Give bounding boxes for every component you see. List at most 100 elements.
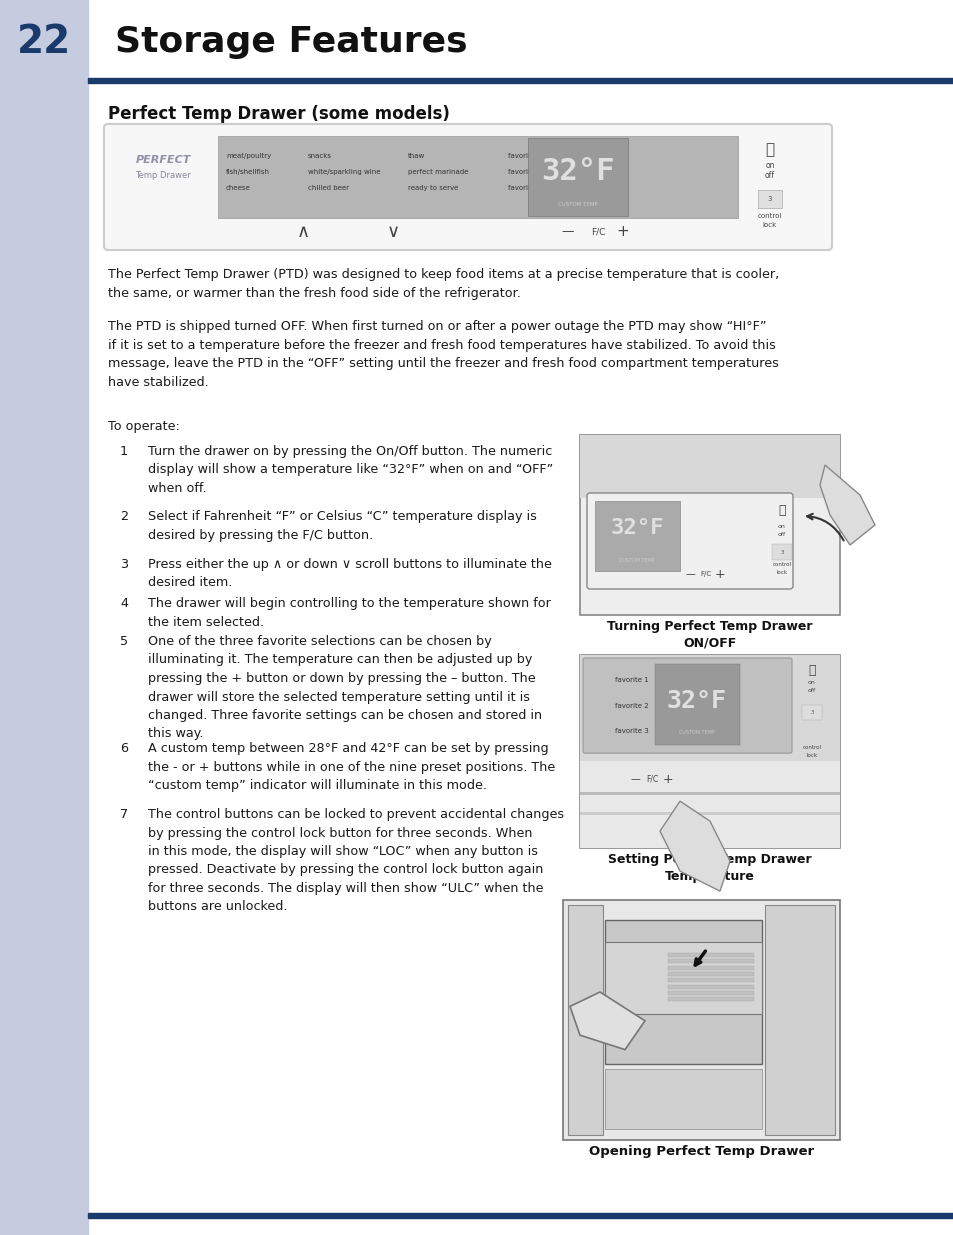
Text: +: + — [662, 773, 673, 785]
Text: 32°F: 32°F — [540, 158, 614, 186]
Text: A custom temp between 28°F and 42°F can be set by pressing
the - or + buttons wh: A custom temp between 28°F and 42°F can … — [148, 742, 555, 792]
Text: Opening Perfect Temp Drawer: Opening Perfect Temp Drawer — [588, 1145, 813, 1158]
FancyBboxPatch shape — [104, 124, 831, 249]
Bar — [88, 1213, 953, 1218]
FancyBboxPatch shape — [582, 658, 791, 753]
Bar — [579, 435, 840, 498]
Text: 1: 1 — [120, 445, 128, 458]
Text: ∧: ∧ — [296, 224, 309, 241]
Text: —: — — [630, 774, 639, 784]
Bar — [0, 0, 88, 1235]
Text: CUSTOM TEMP: CUSTOM TEMP — [558, 201, 598, 206]
Text: 6: 6 — [120, 742, 128, 755]
Bar — [667, 990, 754, 995]
Text: +: + — [616, 225, 629, 240]
Bar — [667, 953, 754, 957]
Text: favorite 3: favorite 3 — [615, 729, 648, 734]
Text: F/C: F/C — [590, 227, 604, 236]
Text: favorite 2: favorite 2 — [507, 169, 541, 175]
Bar — [218, 136, 738, 219]
Text: on: on — [807, 680, 815, 685]
Text: meat/poultry: meat/poultry — [226, 153, 271, 159]
Text: 5: 5 — [120, 635, 128, 648]
Text: ⓘ: ⓘ — [807, 663, 815, 677]
Text: control: control — [772, 562, 791, 567]
Text: Turning Perfect Temp Drawer
ON/OFF: Turning Perfect Temp Drawer ON/OFF — [607, 620, 812, 650]
Text: off: off — [777, 531, 785, 536]
Text: fish/shellfish: fish/shellfish — [226, 169, 270, 175]
Text: on: on — [778, 524, 785, 529]
Bar — [562, 900, 840, 1140]
Bar — [88, 78, 953, 83]
Text: on: on — [764, 162, 774, 170]
Text: off: off — [764, 172, 774, 180]
Text: lock: lock — [776, 569, 787, 574]
FancyBboxPatch shape — [586, 493, 792, 589]
Text: The drawer will begin controlling to the temperature shown for
the item selected: The drawer will begin controlling to the… — [148, 597, 550, 629]
Bar — [579, 435, 840, 615]
Text: 32°F: 32°F — [610, 517, 663, 537]
Text: Select if Fahrenheit “F” or Celsius “C” temperature display is
desired by pressi: Select if Fahrenheit “F” or Celsius “C” … — [148, 510, 537, 541]
Text: favorite 1: favorite 1 — [507, 153, 541, 159]
Text: control: control — [801, 745, 821, 750]
Text: F/C: F/C — [645, 774, 658, 784]
Text: CUSTOM TEMP: CUSTOM TEMP — [618, 558, 654, 563]
Polygon shape — [569, 992, 644, 1050]
Bar — [527, 138, 627, 216]
Text: cheese: cheese — [226, 185, 251, 191]
Text: ready to serve: ready to serve — [408, 185, 457, 191]
Text: —: — — [561, 226, 574, 238]
Text: Storage Features: Storage Features — [115, 25, 467, 59]
Text: favorite 2: favorite 2 — [615, 703, 648, 709]
Bar — [764, 905, 834, 1135]
Text: perfect marinade: perfect marinade — [408, 169, 468, 175]
Text: favorite 3: favorite 3 — [507, 185, 541, 191]
Bar — [667, 978, 754, 982]
Bar — [579, 811, 840, 815]
Bar — [579, 655, 840, 761]
Text: CUSTOM TEMP: CUSTOM TEMP — [679, 730, 714, 735]
Text: The Perfect Temp Drawer (PTD) was designed to keep food items at a precise tempe: The Perfect Temp Drawer (PTD) was design… — [108, 268, 779, 300]
Text: snacks: snacks — [308, 153, 332, 159]
Text: favorite 1: favorite 1 — [615, 677, 648, 683]
Text: The control buttons can be locked to prevent accidental changes
by pressing the : The control buttons can be locked to pre… — [148, 808, 563, 914]
Text: control: control — [757, 212, 781, 219]
Bar — [667, 972, 754, 976]
Bar — [801, 705, 821, 720]
Text: 7: 7 — [120, 808, 128, 821]
Bar — [667, 997, 754, 1002]
Text: thaw: thaw — [408, 153, 425, 159]
Text: 32°F: 32°F — [666, 689, 726, 713]
Text: +: + — [714, 568, 724, 580]
Bar — [758, 190, 781, 207]
Bar — [595, 501, 679, 571]
Text: chilled beer: chilled beer — [308, 185, 349, 191]
Text: ∨: ∨ — [386, 224, 399, 241]
Text: 22: 22 — [17, 23, 71, 61]
Text: PERFECT: PERFECT — [135, 156, 191, 165]
Bar — [667, 966, 754, 969]
Text: ⓘ: ⓘ — [778, 505, 785, 517]
Text: Turn the drawer on by pressing the On/Off button. The numeric
display will show : Turn the drawer on by pressing the On/Of… — [148, 445, 553, 495]
Bar — [667, 960, 754, 963]
Text: 2: 2 — [120, 510, 128, 522]
Text: lock: lock — [762, 222, 777, 228]
Bar — [771, 543, 791, 559]
Bar — [579, 655, 840, 848]
Bar — [579, 761, 840, 848]
Text: Press either the up ∧ or down ∨ scroll buttons to illuminate the
desired item.: Press either the up ∧ or down ∨ scroll b… — [148, 558, 551, 589]
Text: 3: 3 — [780, 550, 783, 555]
Polygon shape — [820, 466, 874, 545]
Bar — [604, 920, 761, 1065]
Text: 3: 3 — [809, 710, 813, 715]
Text: Setting Perfect Temp Drawer
Temperature: Setting Perfect Temp Drawer Temperature — [608, 853, 811, 883]
Text: One of the three favorite selections can be chosen by
illuminating it. The tempe: One of the three favorite selections can… — [148, 635, 541, 741]
Text: Temp Drawer: Temp Drawer — [135, 172, 191, 180]
Bar — [604, 941, 761, 1014]
Text: —: — — [684, 569, 694, 579]
Text: Perfect Temp Drawer (some models): Perfect Temp Drawer (some models) — [108, 105, 450, 124]
Text: The PTD is shipped turned OFF. When first turned on or after a power outage the : The PTD is shipped turned OFF. When firs… — [108, 320, 778, 389]
Bar — [604, 1070, 761, 1129]
Text: F/C: F/C — [700, 571, 711, 577]
Bar — [579, 792, 840, 794]
